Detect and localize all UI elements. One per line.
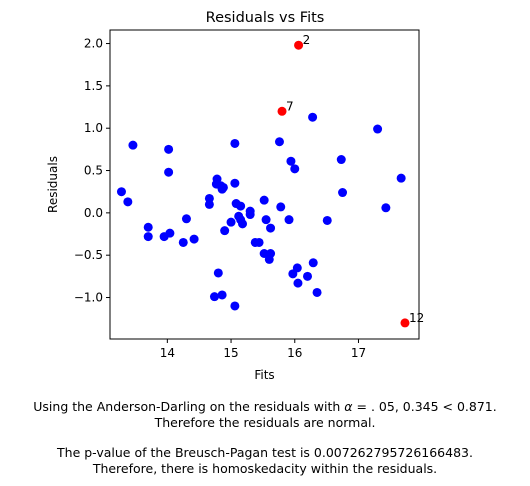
y-tick-label: 2.0: [84, 37, 103, 51]
residual-point: [261, 215, 271, 225]
residual-point: [218, 182, 228, 192]
residual-point: [293, 278, 303, 288]
residual-point: [245, 210, 255, 220]
y-tick-label: −0.5: [74, 248, 103, 262]
residual-point: [209, 292, 219, 302]
residual-point: [204, 199, 214, 209]
point-annotation: 2: [303, 33, 311, 47]
residual-point: [165, 228, 175, 238]
x-tick-label: 17: [351, 346, 366, 360]
residual-point: [230, 138, 240, 148]
y-tick-label: 0.5: [84, 164, 103, 178]
residual-point: [276, 202, 286, 212]
residual-point: [284, 215, 294, 225]
residual-point: [128, 140, 138, 150]
outlier-point: [277, 106, 287, 116]
residual-point: [312, 287, 322, 297]
residual-point: [381, 203, 391, 213]
residual-point: [266, 223, 276, 233]
point-annotations: 2 7 12: [286, 33, 424, 325]
residual-point: [303, 271, 313, 281]
residual-point: [290, 164, 300, 174]
residual-point: [217, 290, 227, 300]
y-tick-label: −1.0: [74, 291, 103, 305]
residual-point: [308, 112, 318, 122]
x-axis-ticks: 14 15 16 17: [160, 339, 366, 360]
residual-point: [274, 137, 284, 147]
residual-point: [322, 215, 332, 225]
residual-point: [212, 174, 222, 184]
breusch-pagan-line-2: Therefore, there is homoskedacity within…: [92, 461, 438, 476]
anderson-darling-line-1: Using the Anderson-Darling on the residu…: [0, 399, 530, 415]
residual-point: [286, 156, 296, 166]
residual-point: [254, 237, 264, 247]
residual-point: [230, 178, 240, 188]
residual-point: [178, 237, 188, 247]
outlier-point: [400, 318, 410, 328]
residual-point: [266, 248, 276, 258]
residual-point: [213, 268, 223, 278]
residual-point: [396, 173, 406, 183]
residual-point: [236, 201, 246, 211]
residual-point: [143, 222, 153, 232]
residual-point: [230, 301, 240, 311]
y-tick-label: 1.5: [84, 79, 103, 93]
residual-point: [220, 226, 230, 236]
residual-point: [259, 248, 269, 258]
residual-point: [292, 263, 302, 273]
residual-point: [123, 197, 133, 207]
residual-point: [116, 187, 126, 197]
residual-point: [226, 217, 236, 227]
residual-point: [143, 232, 153, 242]
plot-frame: [109, 29, 420, 340]
breusch-pagan-caption: The p-value of the Breusch-Pagan test is…: [0, 445, 530, 477]
anderson-darling-caption: Using the Anderson-Darling on the residu…: [0, 399, 530, 431]
residual-point: [338, 188, 348, 198]
residual-point: [189, 234, 199, 244]
residual-point: [238, 219, 248, 229]
anderson-darling-text-a: Using the Anderson-Darling on the residu…: [33, 399, 345, 414]
anderson-darling-line-2: Therefore the residuals are normal.: [154, 415, 376, 430]
alpha-symbol: α: [344, 399, 353, 414]
residual-point: [373, 124, 383, 134]
residual-point: [164, 144, 174, 154]
point-annotation: 12: [409, 311, 424, 325]
breusch-pagan-line-1: The p-value of the Breusch-Pagan test is…: [57, 445, 473, 460]
residuals-vs-fits-chart: Residuals vs Fits 14 15 16 17 −1.0 −0.5 0.0 0.…: [46, 10, 424, 382]
residual-point: [181, 214, 191, 224]
x-tick-label: 15: [223, 346, 238, 360]
x-axis-label: Fits: [254, 368, 274, 382]
x-tick-label: 16: [287, 346, 302, 360]
y-axis-label: Residuals: [46, 156, 60, 213]
residual-point: [336, 155, 346, 165]
anderson-darling-text-b: = . 05, 0.345 < 0.871.: [352, 399, 497, 414]
outlier-point: [294, 40, 304, 50]
residual-point: [308, 258, 318, 268]
point-annotation: 7: [286, 99, 294, 113]
y-tick-label: 0.0: [84, 206, 103, 220]
residual-point: [164, 167, 174, 177]
residual-point: [259, 195, 269, 205]
data-points: [116, 40, 410, 328]
chart-title: Residuals vs Fits: [206, 10, 325, 26]
y-axis-ticks: −1.0 −0.5 0.0 0.5 1.0 1.5 2.0: [74, 37, 110, 305]
y-tick-label: 1.0: [84, 121, 103, 135]
x-tick-label: 14: [160, 346, 175, 360]
